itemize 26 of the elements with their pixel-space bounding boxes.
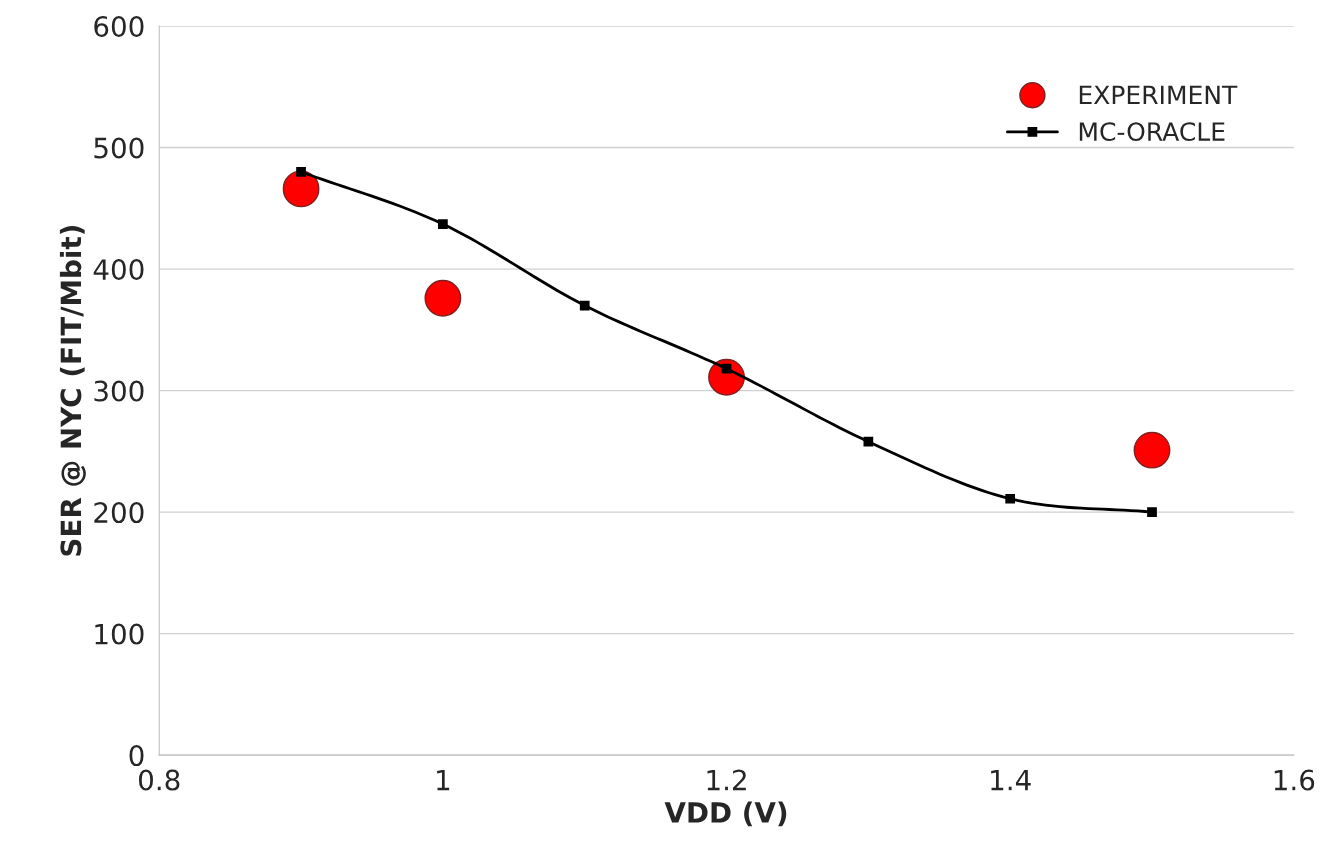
- legend-label: EXPERIMENT: [1079, 85, 1238, 104]
- y-tick-label: 300: [94, 380, 144, 402]
- point: [1133, 431, 1171, 469]
- point: [296, 167, 306, 177]
- point: [424, 279, 462, 317]
- point: [282, 170, 320, 208]
- y-tick-label: 500: [94, 137, 144, 159]
- legend-label: MC-ORACLE: [1079, 122, 1225, 142]
- y-tick-label: 200: [94, 502, 144, 524]
- point: [438, 219, 448, 229]
- x-tick-label: 1.2: [707, 769, 746, 791]
- point: [721, 363, 732, 374]
- point: [1147, 507, 1157, 517]
- y-tick-label: 600: [94, 15, 144, 37]
- y-tick-label: 400: [93, 259, 144, 281]
- x-tick-label: 0.8: [138, 769, 180, 791]
- x-tick-label: 1.6: [1274, 769, 1315, 791]
- y-axis-title: SER @ NYC (FIT/Mbit): [59, 225, 86, 556]
- x-axis-title: VDD (V): [664, 801, 787, 827]
- y-tick-label: 100: [95, 623, 144, 645]
- x-tick-label: 1: [437, 769, 450, 791]
- x-tick-label: 1.4: [991, 769, 1031, 791]
- point: [579, 300, 590, 311]
- point: [1005, 493, 1016, 504]
- point: [863, 436, 874, 447]
- y-tick-label: 0: [129, 745, 144, 767]
